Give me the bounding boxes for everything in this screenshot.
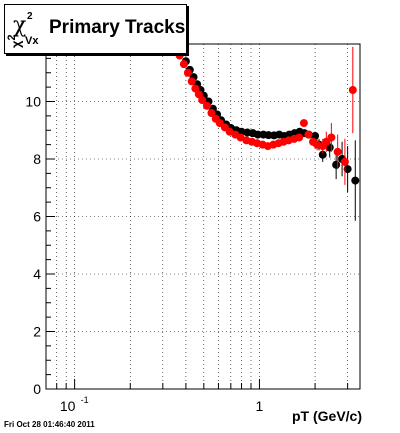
data-point <box>183 68 192 77</box>
y-tick-label: 6 <box>33 209 41 225</box>
x-axis-label: pT (GeV/c) <box>291 408 362 424</box>
axis-ticks <box>45 43 349 390</box>
data-point <box>343 165 352 174</box>
data-point <box>187 77 196 86</box>
y-tick-label: 8 <box>33 151 41 167</box>
chart-title: Primary Tracks <box>49 17 186 38</box>
chi-superscript: 2 <box>27 11 33 22</box>
y-tick-label: 4 <box>33 266 41 282</box>
y-axis-label-sup: 2 <box>6 34 18 41</box>
data-point <box>333 147 342 156</box>
title-box: χ 2 Vx Primary Tracks <box>4 4 187 54</box>
x-tick-label-one: 1 <box>256 398 264 414</box>
y-tick-label: 0 <box>33 381 41 397</box>
chi-glyph: χ <box>13 13 27 38</box>
x-tick-label-base: 10 <box>60 398 76 414</box>
chi-square-symbol: χ 2 Vx <box>13 11 47 49</box>
y-tick-label: 10 <box>25 94 41 110</box>
data-point <box>340 157 349 166</box>
data-point <box>332 160 341 169</box>
series-1 <box>175 46 357 185</box>
y-axis-label: χ2 <box>6 34 23 48</box>
data-point <box>202 101 211 110</box>
data-point <box>318 150 327 159</box>
chi-subscript: Vx <box>25 35 39 47</box>
data-series <box>175 46 360 221</box>
data-point <box>348 86 357 94</box>
data-point <box>207 109 216 117</box>
data-point <box>299 119 308 128</box>
tick-labels: 0 2 4 6 8 10 10 -1 1 <box>25 94 263 415</box>
data-point <box>295 133 304 142</box>
data-point <box>253 130 262 139</box>
data-point <box>198 96 207 105</box>
grid-lines <box>45 43 360 389</box>
y-tick-label: 2 <box>33 324 41 340</box>
data-point <box>191 84 200 93</box>
data-point <box>351 176 360 185</box>
y-axis-label-chi: χ <box>8 40 24 48</box>
x-tick-label-exponent: -1 <box>81 395 89 405</box>
data-point <box>327 133 336 142</box>
data-point <box>179 60 188 69</box>
data-point <box>304 130 313 139</box>
timestamp: Fri Oct 28 01:46:40 2011 <box>4 420 95 429</box>
